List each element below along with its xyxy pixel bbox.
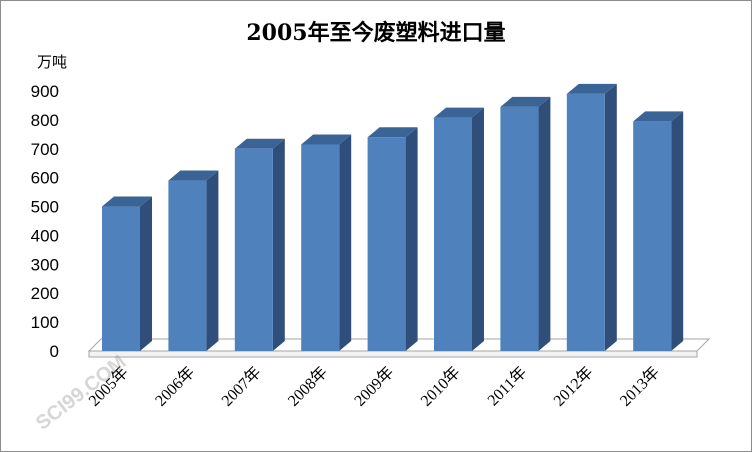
bar-top: [102, 196, 152, 207]
bar-side: [472, 107, 484, 351]
bar-top: [633, 111, 684, 122]
bar: [234, 138, 285, 351]
y-tick-label: 0: [50, 342, 59, 361]
watermark-text: SCI99.COM: [32, 351, 131, 433]
bar-top: [168, 170, 219, 181]
y-tick-label: 700: [31, 140, 59, 159]
bar: [301, 134, 352, 351]
y-tick-label: 200: [31, 284, 59, 303]
bar: [434, 107, 484, 351]
bar: [168, 170, 219, 351]
bar-side: [405, 127, 418, 351]
bar: [102, 196, 152, 351]
bar-side: [604, 83, 617, 351]
bar-top: [434, 107, 484, 118]
bar-front: [500, 106, 539, 351]
bar-front: [367, 137, 406, 351]
bar-top: [301, 134, 352, 145]
bar-front: [102, 206, 140, 351]
bar-side: [339, 134, 352, 351]
x-category-label: 2011年: [484, 363, 530, 409]
bar: [367, 127, 418, 351]
chart-floor-edge: [88, 350, 698, 358]
y-tick-label: 600: [31, 169, 59, 188]
bar-top: [566, 83, 617, 94]
chart-title: 2005年至今废塑料进口量: [246, 20, 506, 46]
bar-front: [434, 117, 472, 351]
y-tick-label: 300: [31, 255, 59, 274]
bar: [566, 83, 617, 351]
bar-top: [367, 127, 418, 138]
y-tick-label: 900: [31, 82, 59, 101]
x-category-label: 2012年: [550, 363, 597, 410]
y-axis-unit-label: 万吨: [37, 53, 68, 71]
bar-top: [500, 96, 551, 107]
bar-front: [633, 121, 672, 351]
x-category-label: 2007年: [218, 363, 265, 410]
y-tick-label: 100: [31, 313, 59, 332]
bar-side: [671, 111, 684, 351]
x-category-label: 2010年: [417, 363, 464, 410]
bar-side: [140, 196, 152, 351]
bar-side: [206, 170, 219, 351]
x-category-label: 2009年: [351, 363, 398, 410]
x-category-label: 2013年: [616, 363, 663, 410]
y-tick-label: 800: [31, 111, 59, 130]
y-tick-label: 400: [31, 226, 59, 245]
bar-side: [538, 96, 551, 351]
bar-front: [168, 180, 207, 351]
bar-side: [272, 138, 285, 351]
bar-front: [566, 93, 605, 351]
x-category-label: 2006年: [152, 363, 199, 410]
bar-front: [234, 148, 273, 351]
bar: [500, 96, 551, 351]
y-tick-label: 500: [31, 198, 59, 217]
bar-top: [234, 138, 285, 149]
x-category-label: 2008年: [284, 363, 331, 410]
bar: [633, 111, 684, 351]
bar-front: [301, 144, 340, 351]
watermark-logo: SCI99.COM: [32, 351, 131, 433]
